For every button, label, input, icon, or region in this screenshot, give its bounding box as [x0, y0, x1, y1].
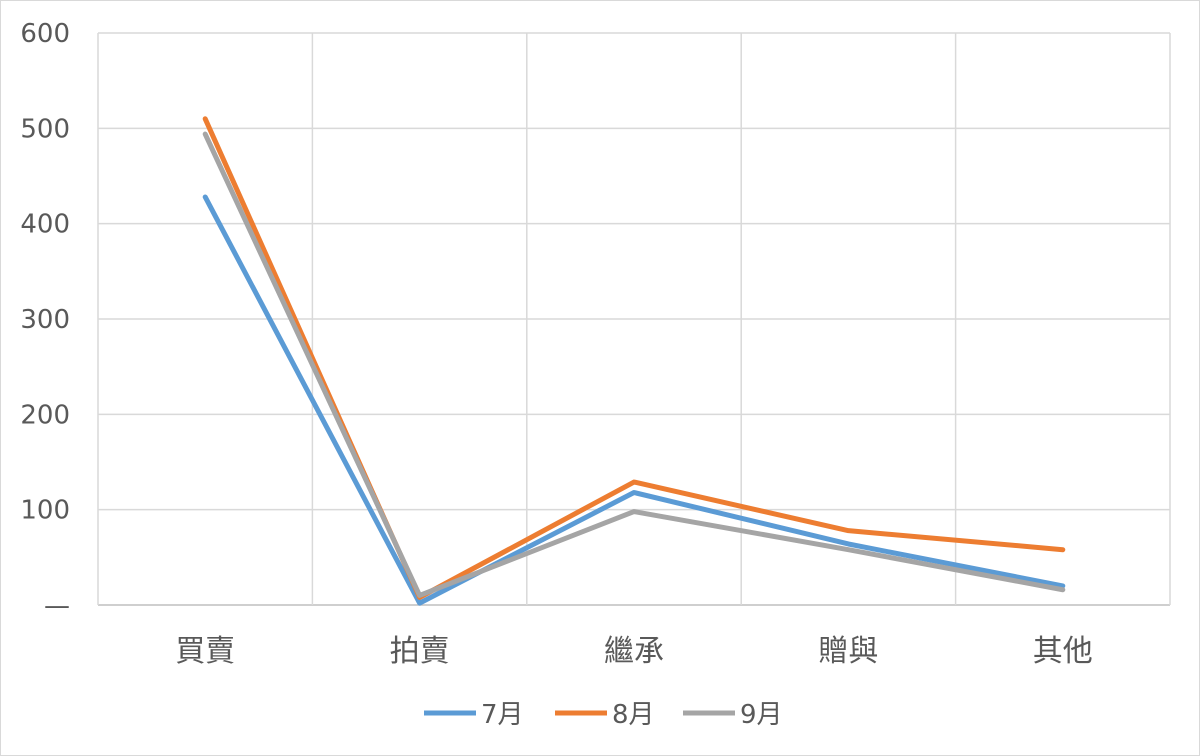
series-line [202, 116, 1066, 600]
grid-lines [97, 32, 1171, 606]
x-axis-ticks: 買賣 拍賣 繼承 贈與 其他 [175, 634, 1093, 669]
series-lines [202, 116, 1066, 606]
y-axis-ticks: 600 500 400 300 200 100 — [20, 19, 70, 621]
y-tick-label: — [44, 591, 70, 621]
x-tick-label: 繼承 [604, 634, 664, 669]
legend-label: 7月 [481, 700, 524, 730]
y-tick-label: 500 [20, 114, 70, 144]
legend: 7月 8月 9月 [424, 700, 783, 730]
x-tick-label: 拍賣 [390, 634, 450, 669]
y-tick-label: 300 [20, 305, 70, 335]
legend-label: 9月 [740, 700, 783, 730]
x-tick-label: 買賣 [175, 634, 235, 669]
y-tick-label: 200 [20, 400, 70, 430]
y-tick-label: 400 [20, 210, 70, 240]
x-tick-label: 贈與 [818, 634, 878, 669]
y-tick-label: 600 [20, 19, 70, 49]
x-tick-label: 其他 [1033, 634, 1093, 669]
y-tick-label: 100 [20, 496, 70, 526]
series-line [202, 131, 1066, 598]
legend-label: 8月 [612, 700, 655, 730]
